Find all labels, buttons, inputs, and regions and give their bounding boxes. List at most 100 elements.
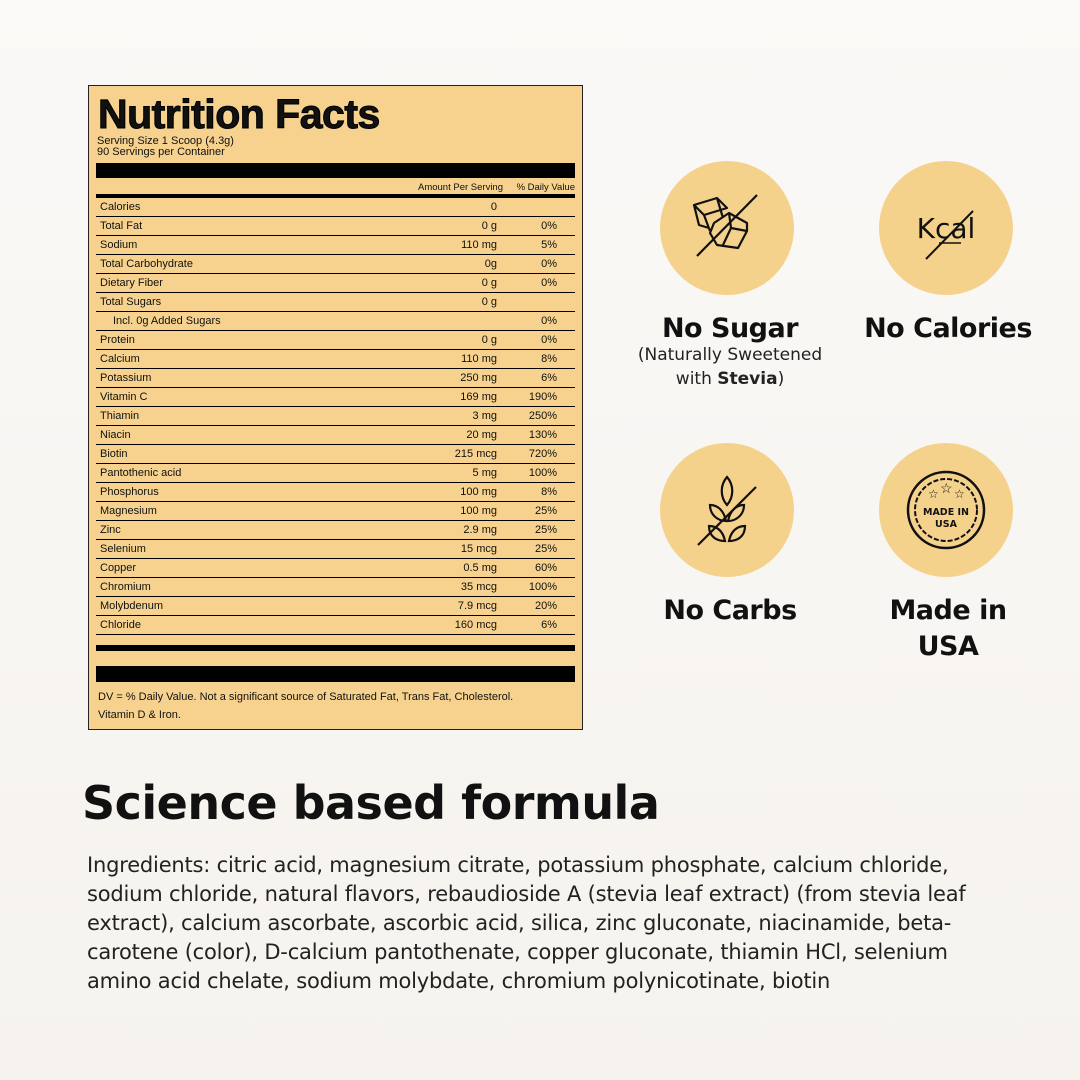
nutrient-name: Phosphorus <box>100 486 159 498</box>
nutrient-row: Total Fat 0 g 0% <box>96 217 575 236</box>
nutrient-amount: 0 g <box>481 334 497 346</box>
nutrient-name: Biotin <box>100 448 128 460</box>
nutrient-name: Dietary Fiber <box>100 277 163 289</box>
nutrient-row: Chloride 160 mcg 6% <box>96 616 575 635</box>
sub-text: with <box>675 369 718 389</box>
feature-title: Made in <box>889 595 1007 626</box>
nutrient-amount: 2.9 mg <box>463 524 497 536</box>
nutrient-name: Copper <box>100 562 137 574</box>
svg-text:☆: ☆ <box>940 480 953 496</box>
nutrient-dv: 6% <box>541 619 557 631</box>
nutrient-dv: 25% <box>534 543 557 555</box>
nutrient-row: Zinc 2.9 mg 25% <box>96 521 575 540</box>
nutrient-name: Calories <box>100 201 141 213</box>
nutrient-row: Magnesium 100 mg 25% <box>96 502 575 521</box>
nutrient-name: Pantothenic acid <box>100 467 182 479</box>
col-dv: % Daily Value <box>516 181 575 193</box>
nutrient-name: Chloride <box>100 619 141 631</box>
ingredients-text: Ingredients: citric acid, magnesium citr… <box>87 853 966 993</box>
svg-text:☆: ☆ <box>928 487 939 501</box>
nutrient-name: Total Fat <box>100 220 143 232</box>
nutrient-amount: 0g <box>484 258 497 270</box>
nutrient-name: Protein <box>100 334 135 346</box>
nutrient-name: Chromium <box>100 581 151 593</box>
nutrient-row: Potassium 250 mg 6% <box>96 369 575 388</box>
nutrient-row: Niacin 20 mg 130% <box>96 426 575 445</box>
nutrient-dv: 60% <box>534 562 557 574</box>
feature-title: USA <box>917 631 979 662</box>
nutrient-row: Total Carbohydrate 0g 0% <box>96 255 575 274</box>
nutrient-row: Dietary Fiber 0 g 0% <box>96 274 575 293</box>
nutrient-name: Zinc <box>100 524 121 536</box>
nutrient-name: Total Carbohydrate <box>100 258 193 270</box>
nutrient-dv: 100% <box>528 581 557 593</box>
nutrient-dv: 130% <box>528 429 557 441</box>
nutrient-amount: 7.9 mcg <box>457 600 497 612</box>
nutrient-amount: 0 g <box>481 220 497 232</box>
nutrient-amount: 169 mg <box>460 391 497 403</box>
feature-title: No Sugar <box>661 313 799 344</box>
nutrient-dv: 8% <box>541 353 557 365</box>
footer-line: Vitamin D & Iron. <box>98 709 181 721</box>
nutrient-name: Selenium <box>100 543 146 555</box>
nutrient-row: Total Sugars 0 g <box>96 293 575 312</box>
nutrient-name: Thiamin <box>100 410 140 422</box>
nutrient-row: Sodium 110 mg 5% <box>96 236 575 255</box>
nutrient-amount: 110 mg <box>461 239 497 251</box>
nutrient-dv: 250% <box>528 410 557 422</box>
nutrient-name: Niacin <box>100 429 131 441</box>
nutrient-dv: 0% <box>541 258 557 270</box>
badge-text: USA <box>935 519 958 530</box>
nutrient-amount: 160 mcg <box>454 619 497 631</box>
label-title: Nutrition Facts <box>98 91 381 137</box>
nutrient-dv: 25% <box>534 505 557 517</box>
nutrient-dv: 720% <box>528 448 557 460</box>
nutrient-row: Vitamin C 169 mg 190% <box>96 388 575 407</box>
kcal-crossed-icon: Kcal <box>879 161 1013 295</box>
nutrient-dv: 100% <box>528 467 557 479</box>
nutrient-name: Total Sugars <box>100 296 162 308</box>
column-header: Amount Per Serving % Daily Value <box>96 180 575 198</box>
nutrient-amount: 0 <box>490 201 497 213</box>
nutrient-name: Incl. 0g Added Sugars <box>113 315 221 327</box>
nutrient-amount: 110 mg <box>461 353 497 365</box>
badge-text: MADE IN <box>923 507 969 518</box>
nutrient-amount: 3 mg <box>472 410 497 422</box>
nutrient-dv: 0% <box>541 334 557 346</box>
nutrient-row: Selenium 15 mcg 25% <box>96 540 575 559</box>
nutrient-amount: 35 mcg <box>460 581 497 593</box>
nutrient-row: Thiamin 3 mg 250% <box>96 407 575 426</box>
nutrient-row: Phosphorus 100 mg 8% <box>96 483 575 502</box>
nutrition-facts-label: Nutrition Facts Serving Size 1 Scoop (4.… <box>88 85 583 730</box>
nutrient-amount: 0 g <box>481 277 497 289</box>
feature-subtitle: (Naturally Sweetened <box>637 345 823 365</box>
nutrient-amount: 250 mg <box>460 372 497 384</box>
nutrient-name: Magnesium <box>100 505 157 517</box>
nutrient-dv: 5% <box>541 239 557 251</box>
nutrient-amount: 20 mg <box>466 429 497 441</box>
serving-size: Serving Size 1 Scoop (4.3g) <box>97 135 234 147</box>
nutrient-row: Molybdenum 7.9 mcg 20% <box>96 597 575 616</box>
nutrient-dv: 0% <box>541 220 557 232</box>
sugar-cubes-crossed-icon <box>660 161 794 295</box>
divider-thick <box>96 645 575 651</box>
nutrient-name: Sodium <box>100 239 138 251</box>
nutrient-rows: Calories 0 Total Fat 0 g 0% Sodium 110 mg 5% Tot… <box>96 198 575 635</box>
nutrient-row: Calories 0 <box>96 198 575 217</box>
servings-per-container: 90 Servings per Container <box>97 146 225 158</box>
feature-subtitle: with Stevia) <box>610 367 850 391</box>
divider-bar <box>96 666 575 682</box>
nutrient-name: Vitamin C <box>100 391 148 403</box>
nutrient-row: Chromium 35 mcg 100% <box>96 578 575 597</box>
nutrient-name: Potassium <box>100 372 152 384</box>
nutrient-amount: 100 mg <box>460 486 497 498</box>
nutrient-amount: 215 mcg <box>454 448 497 460</box>
feature-title: No Calories <box>864 313 1032 344</box>
nutrient-name: Molybdenum <box>100 600 163 612</box>
nutrient-name: Calcium <box>100 353 140 365</box>
nutrient-amount: 15 mcg <box>460 543 497 555</box>
feature-title: No Carbs <box>663 595 797 626</box>
nutrient-row: Biotin 215 mcg 720% <box>96 445 575 464</box>
nutrient-amount: 100 mg <box>460 505 497 517</box>
nutrient-dv: 8% <box>541 486 557 498</box>
